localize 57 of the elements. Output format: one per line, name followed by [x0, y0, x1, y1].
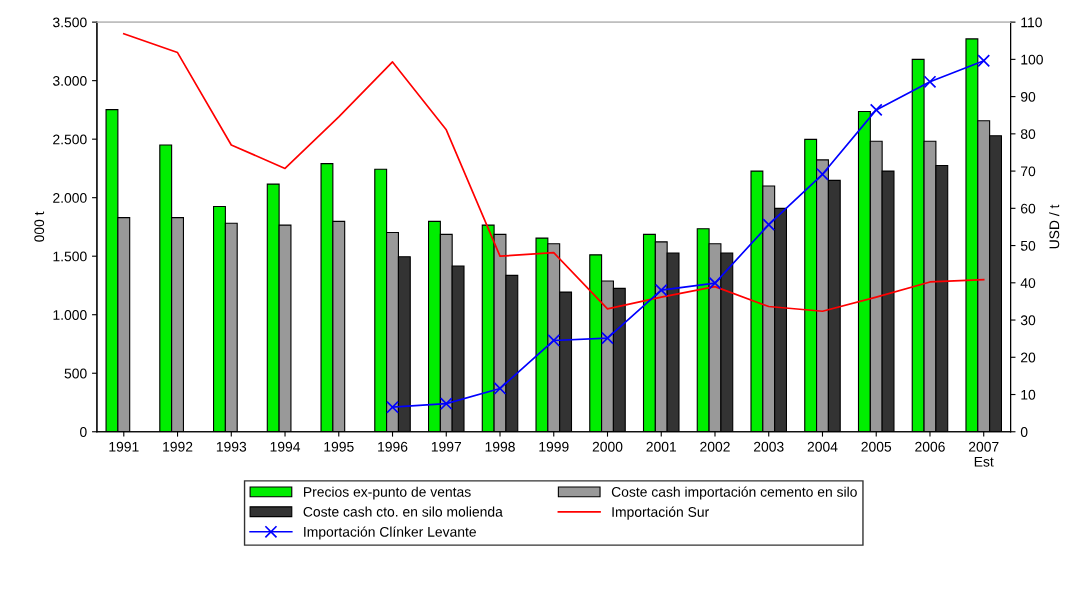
x-tick-label: 1993	[216, 441, 247, 452]
point	[977, 54, 991, 68]
y-tick-label: 2.500	[53, 134, 87, 145]
y-tick-label: 500	[64, 368, 87, 379]
x-tick-label: 2000	[592, 441, 623, 452]
y2-tick-label: 80	[1020, 129, 1036, 140]
point	[493, 382, 507, 395]
point	[547, 334, 561, 347]
y2-tick-label: 100	[1021, 54, 1043, 65]
x-tick-label: 1995	[324, 441, 354, 452]
x-tick-label: 2003	[753, 441, 784, 452]
point	[816, 167, 829, 181]
y2-tick-label: 70	[1021, 166, 1036, 177]
x-tick-label: 1999	[539, 441, 569, 452]
x-tick-label: 2002	[700, 441, 730, 452]
y2-tick-label: 50	[1020, 240, 1036, 251]
x-tick-label: 1997	[431, 441, 462, 452]
y2-axis-title: USD / t	[1049, 204, 1060, 249]
y2-tick-label: 20	[1021, 352, 1036, 363]
legend-label: Precios ex-punto de ventas	[304, 486, 471, 500]
x-tick-label: 2001	[646, 441, 677, 452]
x-tick-label: 1996	[378, 441, 408, 452]
y-tick-label: 3.000	[52, 75, 87, 86]
y2-tick-label: 110	[1021, 17, 1042, 28]
point	[654, 283, 668, 297]
y2-tick-label: 30	[1020, 315, 1036, 326]
y2-tick-label: 10	[1021, 389, 1036, 400]
y2-tick-label: 60	[1021, 203, 1036, 214]
legend-label: Coste cash importación cemento en silo	[611, 486, 857, 500]
y-tick-label: 2.000	[53, 193, 87, 203]
x-tick-label: 1998	[485, 441, 515, 452]
x-tick-label: 2005	[861, 441, 892, 452]
point	[386, 400, 399, 414]
point	[923, 75, 937, 89]
x-tick-label: 1991	[109, 441, 139, 452]
y-tick-label: 0	[80, 427, 87, 437]
y-axis-title: 000 t	[34, 211, 45, 242]
line-series	[122, 32, 985, 313]
x-tick-label: 2007 Est	[968, 441, 999, 467]
point	[708, 276, 722, 290]
y-tick-label: 3.500	[52, 17, 87, 28]
x-tick-label: 1994	[270, 441, 301, 452]
y2-tick-label: 0	[1020, 427, 1028, 437]
x-tick-label: 2004	[807, 441, 838, 452]
x-tick-label: 2006	[915, 441, 945, 452]
point	[601, 331, 614, 345]
y2-tick-label: 40	[1020, 278, 1036, 288]
legend-label: Importación Clínker Levante	[304, 526, 476, 540]
y-tick-label: 1.000	[53, 310, 87, 320]
legend-label: Coste cash cto. en silo molienda	[303, 506, 503, 517]
point	[869, 103, 883, 117]
y-tick-label: 1.500	[53, 251, 87, 262]
y2-tick-label: 90	[1020, 91, 1036, 102]
point	[762, 218, 776, 231]
x-tick-label: 1992	[163, 441, 193, 452]
legend-label: Importación Sur	[612, 506, 709, 520]
point	[439, 397, 453, 411]
